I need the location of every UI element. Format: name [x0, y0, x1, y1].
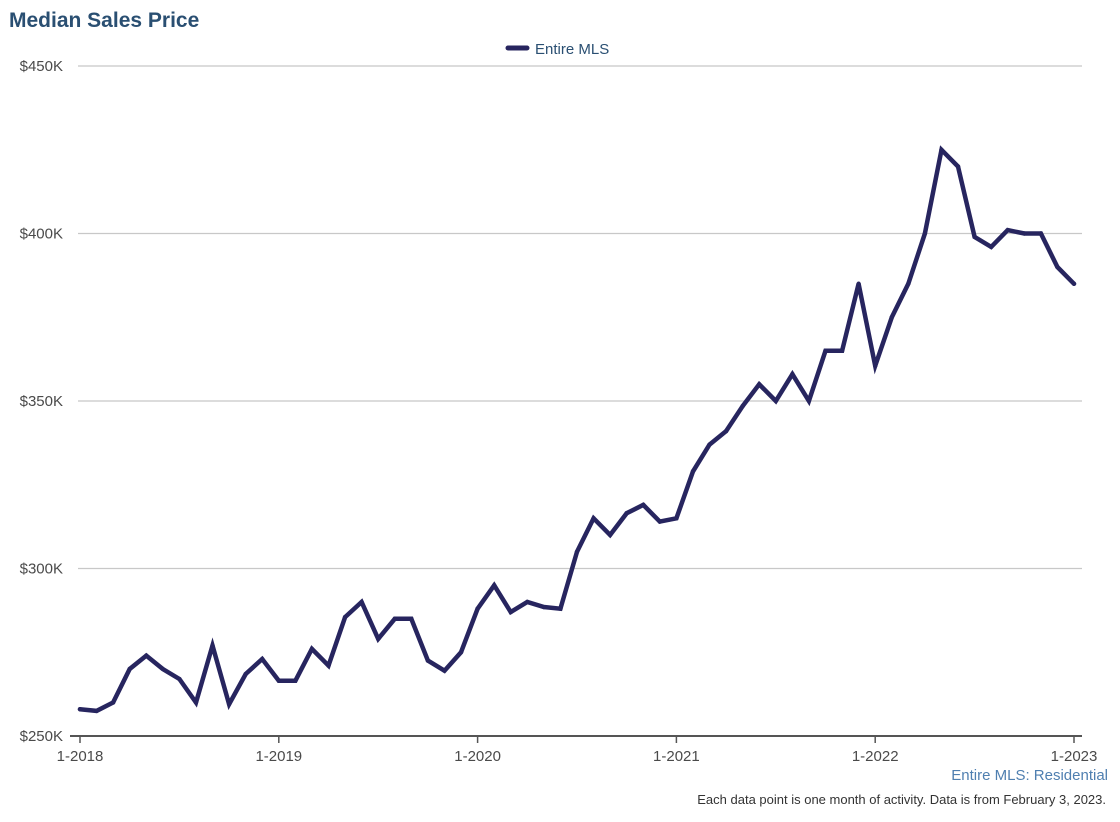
- data-point: [425, 658, 431, 663]
- data-point: [458, 650, 464, 655]
- legend-label: Entire MLS: [535, 41, 609, 58]
- y-axis-labels: $250K $300K $350K $400K $450K: [20, 58, 63, 745]
- data-point: [160, 666, 166, 672]
- data-point: [955, 164, 961, 169]
- data-point: [558, 606, 563, 611]
- y-tick-label: $300K: [20, 561, 63, 578]
- data-point: [110, 700, 116, 705]
- data-point: [127, 666, 132, 672]
- data-point: [988, 244, 994, 250]
- data-point: [491, 583, 497, 588]
- data-point: [376, 636, 381, 642]
- data-point: [525, 599, 530, 605]
- series-layer: [77, 145, 1077, 714]
- data-point: [839, 348, 845, 353]
- data-point: [210, 643, 215, 648]
- y-tick-label: $350K: [20, 393, 63, 410]
- x-tick-label: 1-2019: [255, 748, 302, 765]
- data-point: [922, 231, 928, 236]
- data-point: [657, 519, 663, 524]
- data-point: [574, 549, 580, 554]
- data-point: [1038, 231, 1044, 236]
- grid-lines: [78, 65, 1082, 570]
- data-point: [508, 609, 513, 615]
- x-tick-label: 1-2022: [852, 748, 899, 765]
- data-point: [475, 606, 480, 611]
- data-point: [177, 676, 182, 682]
- data-point: [972, 234, 977, 240]
- data-point: [276, 678, 281, 683]
- data-point: [790, 372, 795, 377]
- data-point: [541, 604, 547, 610]
- data-source-label: Entire MLS: Residential: [951, 767, 1108, 784]
- data-point: [873, 363, 878, 369]
- data-point: [624, 511, 629, 516]
- data-point: [392, 616, 397, 621]
- data-point: [77, 707, 83, 712]
- data-point: [889, 315, 894, 320]
- data-point: [1055, 264, 1060, 270]
- data-point: [641, 502, 646, 508]
- data-point: [806, 398, 812, 404]
- x-axis-labels: 1-2018 1-2019 1-2020 1-2021 1-2022 1-2023: [57, 748, 1098, 765]
- data-point: [1071, 281, 1077, 286]
- data-point: [773, 398, 778, 404]
- data-point: [856, 281, 861, 286]
- data-point: [260, 656, 265, 662]
- data-point: [326, 663, 331, 668]
- x-tick-label: 1-2021: [653, 748, 700, 765]
- x-tick-label: 1-2018: [57, 748, 104, 765]
- x-axis: [70, 735, 1082, 743]
- y-tick-label: $250K: [20, 728, 63, 745]
- y-tick-label: $400K: [20, 226, 63, 243]
- data-point: [409, 616, 414, 621]
- data-point: [144, 653, 149, 658]
- data-point: [243, 671, 248, 677]
- data-point: [723, 428, 729, 434]
- data-point: [591, 516, 596, 521]
- data-point: [740, 403, 745, 409]
- data-point: [757, 382, 762, 387]
- data-point: [906, 281, 911, 286]
- data-point: [293, 678, 298, 683]
- x-tick-label: 1-2023: [1051, 748, 1098, 765]
- y-tick-label: $450K: [20, 58, 63, 75]
- data-point: [309, 646, 315, 652]
- data-point: [939, 147, 944, 152]
- data-point: [359, 599, 364, 605]
- data-point: [94, 708, 99, 714]
- data-point: [193, 700, 199, 705]
- data-point: [823, 348, 828, 353]
- chart-title: Median Sales Price: [9, 9, 200, 32]
- data-point: [674, 516, 679, 521]
- legend: Entire MLS: [505, 41, 609, 58]
- data-point: [1005, 227, 1010, 233]
- data-point: [607, 532, 613, 538]
- x-tick-label: 1-2020: [454, 748, 501, 765]
- data-point: [707, 442, 712, 447]
- data-point: [1022, 231, 1027, 236]
- data-point: [690, 469, 696, 474]
- data-point: [226, 701, 232, 707]
- data-point: [442, 668, 447, 673]
- footnote: Each data point is one month of activity…: [697, 792, 1106, 807]
- data-point: [342, 614, 348, 620]
